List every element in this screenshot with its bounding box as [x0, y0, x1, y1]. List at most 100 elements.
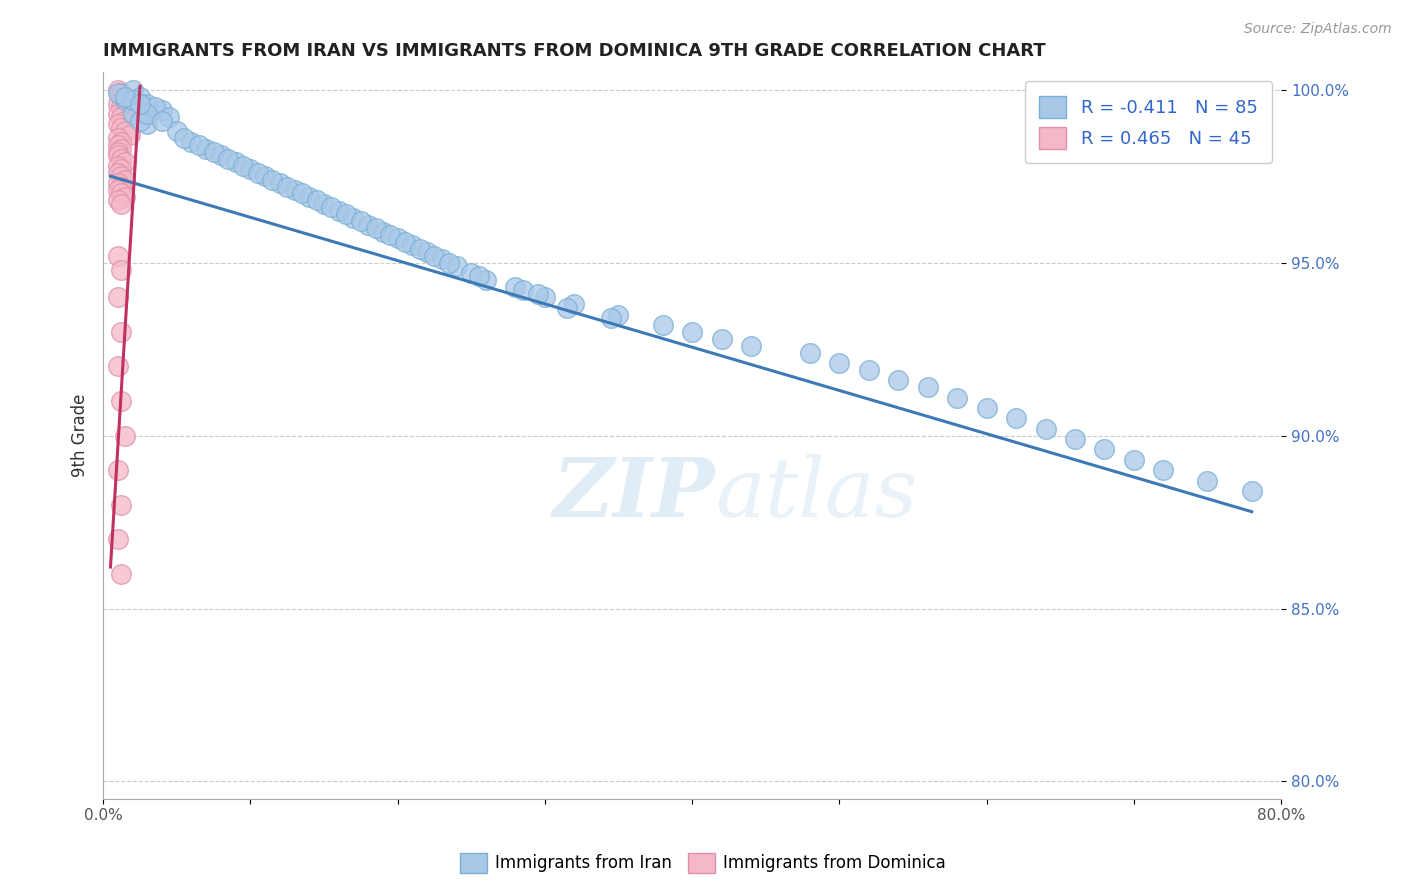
Point [512, 283, 534, 297]
Point [107, 83, 129, 97]
Point [239, 162, 262, 177]
Point [107, 107, 129, 121]
Point [430, 252, 453, 267]
Point [114, 89, 136, 103]
Point [467, 269, 489, 284]
Point [110, 111, 132, 125]
Point [107, 131, 129, 145]
Point [475, 273, 498, 287]
Text: ZIP: ZIP [553, 454, 716, 533]
Point [110, 394, 132, 409]
Point [1035, 422, 1057, 436]
Point [651, 318, 673, 332]
Point [423, 249, 446, 263]
Point [114, 124, 136, 138]
Point [107, 176, 129, 190]
Point [114, 103, 136, 118]
Point [555, 301, 578, 315]
Point [107, 359, 129, 374]
Point [114, 113, 136, 128]
Point [1197, 474, 1219, 488]
Point [107, 249, 129, 263]
Point [209, 148, 232, 162]
Point [129, 113, 152, 128]
Point [505, 280, 527, 294]
Point [254, 169, 277, 184]
Point [1122, 452, 1144, 467]
Point [157, 111, 180, 125]
Point [401, 238, 423, 252]
Point [799, 345, 821, 359]
Point [114, 93, 136, 107]
Point [110, 135, 132, 149]
Point [143, 100, 166, 114]
Point [600, 310, 623, 325]
Point [107, 148, 129, 162]
Point [150, 103, 173, 118]
Point [121, 93, 143, 107]
Point [150, 113, 173, 128]
Point [387, 231, 409, 245]
Point [202, 145, 225, 159]
Point [364, 221, 387, 235]
Point [526, 286, 548, 301]
Point [917, 380, 939, 394]
Point [107, 194, 129, 208]
Point [110, 179, 132, 194]
Point [357, 218, 380, 232]
Point [110, 197, 132, 211]
Point [858, 363, 880, 377]
Point [107, 86, 129, 100]
Point [110, 262, 132, 277]
Point [110, 325, 132, 339]
Point [110, 120, 132, 135]
Point [269, 176, 291, 190]
Point [187, 138, 209, 153]
Point [129, 89, 152, 103]
Legend: R = -0.411   N = 85, R = 0.465   N = 45: R = -0.411 N = 85, R = 0.465 N = 45 [1025, 81, 1272, 163]
Point [291, 186, 314, 201]
Point [110, 566, 132, 581]
Point [107, 533, 129, 547]
Point [107, 290, 129, 304]
Point [232, 159, 254, 173]
Point [409, 242, 432, 256]
Point [312, 197, 335, 211]
Y-axis label: 9th Grade: 9th Grade [72, 394, 89, 477]
Point [114, 172, 136, 186]
Point [328, 203, 350, 218]
Point [335, 207, 357, 221]
Point [262, 172, 284, 186]
Point [180, 135, 202, 149]
Point [110, 100, 132, 114]
Point [460, 266, 482, 280]
Point [121, 107, 143, 121]
Point [114, 428, 136, 442]
Point [195, 142, 218, 156]
Point [446, 259, 468, 273]
Point [121, 83, 143, 97]
Point [107, 138, 129, 153]
Point [350, 214, 373, 228]
Point [371, 225, 394, 239]
Point [710, 332, 733, 346]
Point [562, 297, 585, 311]
Point [110, 498, 132, 512]
Point [342, 211, 364, 225]
Point [107, 159, 129, 173]
Point [114, 89, 136, 103]
Point [887, 373, 910, 387]
Point [110, 86, 132, 100]
Point [217, 152, 239, 166]
Point [1092, 442, 1115, 457]
Point [1005, 411, 1028, 425]
Legend: Immigrants from Iran, Immigrants from Dominica: Immigrants from Iran, Immigrants from Do… [453, 847, 953, 880]
Point [946, 391, 969, 405]
Point [136, 96, 159, 111]
Point [107, 96, 129, 111]
Point [276, 179, 298, 194]
Point [394, 235, 416, 249]
Point [380, 227, 402, 242]
Point [110, 142, 132, 156]
Point [107, 117, 129, 131]
